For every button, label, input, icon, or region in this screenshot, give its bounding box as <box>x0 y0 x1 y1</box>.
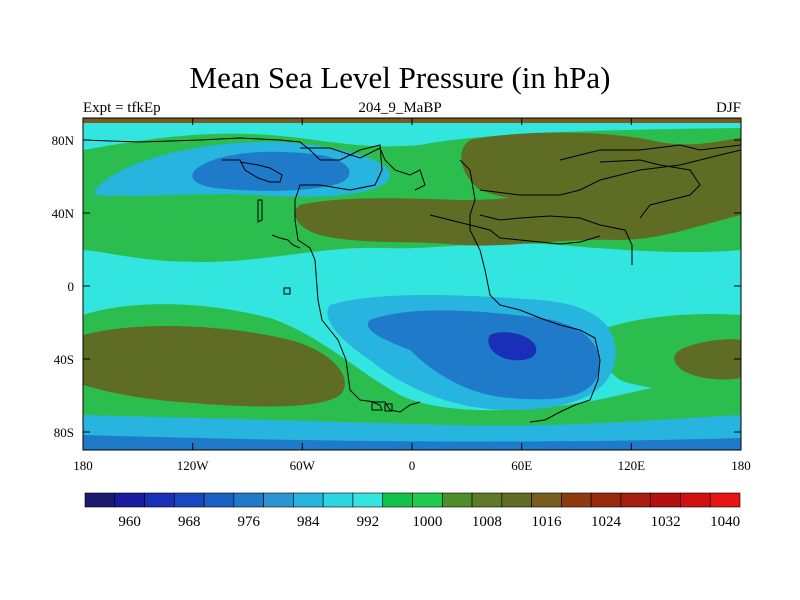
colorbar-box <box>352 492 384 508</box>
field-olive-northeast <box>461 132 741 203</box>
lon-label-120e: 120E <box>618 458 646 473</box>
coastline-greenland <box>300 147 426 191</box>
coastline-antarctic-peninsula <box>384 403 393 412</box>
colorbar-box <box>709 492 741 508</box>
lat-label-80n: 80N <box>52 133 75 148</box>
colorbar-labels: 960 968 976 984 992 1000 1008 1016 1024 1032 1040 <box>118 514 740 530</box>
colorbar-label: 1016 <box>531 514 562 530</box>
pressure-field <box>83 118 741 450</box>
colorbar-box <box>650 492 681 508</box>
colorbar-box <box>620 492 651 508</box>
colorbar-box <box>174 492 205 508</box>
field-low-south-inner <box>488 332 537 361</box>
colorbar-label: 968 <box>178 514 201 530</box>
colorbar-box <box>412 492 443 508</box>
colorbar-label: 1008 <box>472 514 502 530</box>
longitude-axis <box>192 118 632 450</box>
lat-label-eq: 0 <box>68 279 75 294</box>
colorbar-box <box>293 492 324 508</box>
coastline-arctic <box>559 144 741 161</box>
colorbar-label: 976 <box>238 514 261 530</box>
colorbar-label: 1040 <box>710 514 740 530</box>
coastline-asia-south <box>479 214 633 265</box>
colorbar-label: 1000 <box>412 514 442 530</box>
lat-label-40s: 40S <box>54 352 74 367</box>
coastline-patagonia <box>371 401 383 411</box>
colorbar-label: 1024 <box>591 514 622 530</box>
season-label: DJF <box>715 100 741 116</box>
coastline-central-america <box>257 199 263 223</box>
latitude-axis <box>83 139 741 433</box>
coastline-mediterranean <box>429 214 601 245</box>
coastline-canada-islands <box>222 159 283 183</box>
longitude-labels: 180 120W 60W 0 60E 120E 180 <box>73 458 751 473</box>
coastline-eurasia <box>479 149 741 196</box>
latitude-labels: 80N 40N 0 40S 80S <box>52 133 75 440</box>
period-label: 204_9_MaBP <box>358 100 442 116</box>
lon-label-180e: 180 <box>731 458 751 473</box>
lon-label-60e: 60E <box>511 458 532 473</box>
colorbar-box <box>322 492 354 508</box>
map-title: Mean Sea Level Pressure (in hPa) <box>189 60 611 95</box>
colorbar-box <box>441 492 473 508</box>
lat-label-80s: 80S <box>54 425 74 440</box>
colorbar-box <box>561 492 592 508</box>
colorbar-label: 960 <box>118 514 141 530</box>
colorbar-box <box>680 492 711 508</box>
colorbar <box>84 492 741 508</box>
colorbar-box <box>114 492 145 508</box>
field-low-north-inner <box>192 151 350 191</box>
colorbar-box <box>263 492 294 508</box>
colorbar-box <box>233 492 264 508</box>
lon-label-180w: 180 <box>73 458 93 473</box>
lon-label-0: 0 <box>409 458 416 473</box>
field-olive-southeast <box>674 339 741 380</box>
coastline-africa-europe <box>459 159 601 423</box>
field-southern-band-deep <box>83 435 741 450</box>
field-low-south-mid <box>367 310 600 400</box>
colorbar-box <box>501 492 532 508</box>
colorbar-label: 984 <box>297 514 320 530</box>
coastline-australia <box>599 159 701 219</box>
coastline-caribbean <box>271 234 301 249</box>
colorbar-box <box>471 492 503 508</box>
colorbar-box <box>382 492 413 508</box>
colorbar-box <box>144 492 175 508</box>
coastlines <box>83 137 741 423</box>
colorbar-box <box>531 492 562 508</box>
lat-label-40n: 40N <box>52 206 75 221</box>
coastline-islands <box>283 287 291 295</box>
colorbar-box <box>203 492 235 508</box>
colorbar-label: 1032 <box>651 514 681 530</box>
field-olive-southwest <box>83 325 345 407</box>
colorbar-label: 992 <box>357 514 380 530</box>
lon-label-60w: 60W <box>290 458 316 473</box>
experiment-label: Expt = tfkEp <box>83 100 161 116</box>
coastline-americas <box>83 137 421 413</box>
lon-label-120w: 120W <box>177 458 210 473</box>
colorbar-box <box>84 492 116 508</box>
colorbar-box <box>590 492 622 508</box>
